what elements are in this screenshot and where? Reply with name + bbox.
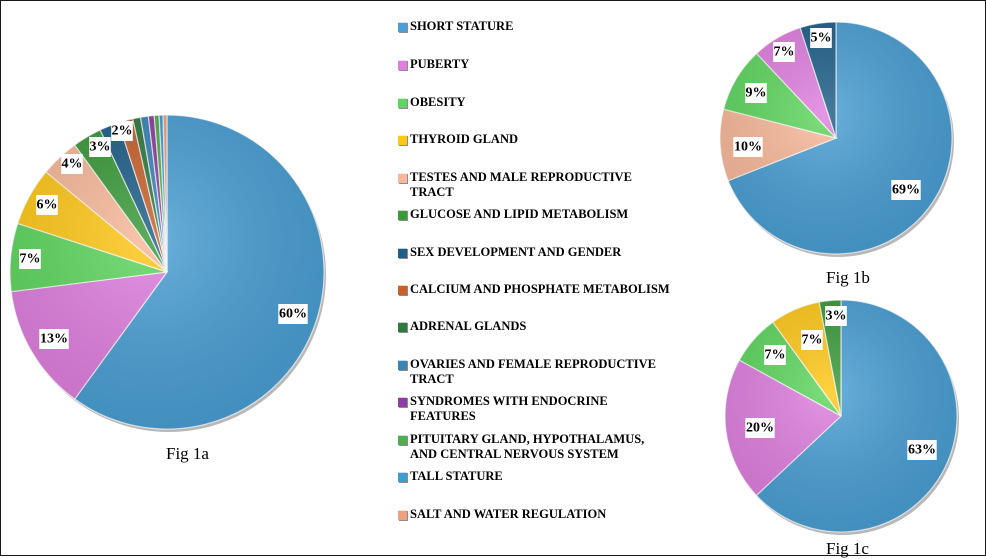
caption-fig-1b: Fig 1b — [826, 268, 870, 287]
data-label-box — [89, 137, 111, 157]
data-label-text: 7% — [20, 252, 41, 267]
data-label-text: 10% — [734, 140, 762, 155]
legend-item: THYROID GLAND — [398, 132, 518, 147]
data-label: 7% — [764, 345, 786, 365]
legend-swatch — [398, 135, 407, 145]
legend-label: OBESITY — [410, 95, 466, 109]
legend-item: GLUCOSE AND LIPID METABOLISM — [398, 207, 628, 222]
legend-swatch — [398, 397, 407, 407]
legend-label: SALT AND WATER REGULATION — [410, 507, 607, 521]
legend-label: PITUITARY GLAND, HYPOTHALAMUS, AND CENTR… — [410, 432, 645, 461]
data-label-box — [745, 418, 775, 438]
data-label-box — [733, 137, 763, 157]
legend-swatch — [398, 60, 407, 70]
data-label-text: 4% — [62, 157, 83, 172]
data-label: 6% — [36, 195, 58, 215]
data-label: 5% — [810, 28, 832, 48]
legend-swatch — [398, 435, 407, 445]
data-label-box — [764, 345, 786, 365]
data-label-text: 13% — [40, 332, 68, 347]
data-label-text: 9% — [746, 86, 767, 101]
data-label-text: 7% — [765, 348, 786, 363]
pie-chart-fig-1c: 63%20%7%7%3% — [724, 299, 959, 535]
legend-label: TESTES AND MALE REPRODUCTIVE TRACT — [410, 170, 632, 199]
data-label-text: 2% — [112, 124, 133, 139]
data-label: 20% — [745, 418, 775, 438]
legend-label: GLUCOSE AND LIPID METABOLISM — [410, 207, 629, 221]
legend-label: PUBERTY — [410, 57, 470, 71]
legend-label: THYROID GLAND — [410, 132, 518, 146]
data-label-text: 20% — [746, 421, 774, 436]
legend-swatch — [398, 210, 407, 220]
legend-swatch — [398, 472, 407, 482]
data-label: 10% — [733, 137, 763, 157]
data-label: 7% — [801, 330, 823, 350]
data-label-box — [278, 304, 308, 324]
legend-label: CALCIUM AND PHOSPHATE METABOLISM — [410, 282, 670, 296]
pie-chart-fig-1a: 60% 13% 7% 6% 4% 3%2% — [9, 114, 326, 432]
data-label: 63% — [907, 440, 937, 460]
legend-swatch — [398, 248, 407, 258]
legend-label: SYNDROMES WITH ENDOCRINE FEATURES — [410, 394, 608, 423]
legend-swatch — [398, 173, 407, 183]
legend-swatch — [398, 22, 407, 32]
data-label-text: 60% — [279, 307, 307, 322]
data-label-text: 69% — [892, 183, 920, 198]
legend-item: SYNDROMES WITH ENDOCRINE FEATURES — [398, 394, 608, 424]
data-label-box — [111, 121, 133, 141]
legend-swatch — [398, 285, 407, 295]
legend-label: SHORT STATURE — [410, 19, 514, 33]
legend-label: OVARIES AND FEMALE REPRODUCTIVE TRACT — [410, 357, 656, 386]
legend-item: TESTES AND MALE REPRODUCTIVE TRACT — [398, 170, 632, 200]
data-label-box — [801, 330, 823, 350]
data-label: 60% — [278, 304, 308, 324]
data-label-box — [773, 42, 795, 62]
legend-item: PUBERTY — [398, 57, 469, 72]
legend-swatch — [398, 98, 407, 108]
data-label: 9% — [745, 83, 767, 103]
data-label: 2% — [111, 121, 133, 141]
data-label: 4% — [61, 154, 83, 174]
legend-swatch — [398, 360, 407, 370]
legend-swatch — [398, 510, 407, 520]
data-label: 3% — [89, 137, 111, 157]
legend-item: ADRENAL GLANDS — [398, 319, 526, 334]
data-label: 7% — [19, 249, 41, 269]
data-label-text: 5% — [811, 31, 832, 46]
caption-fig-1a: Fig 1a — [166, 444, 209, 463]
data-label-box — [825, 306, 847, 326]
data-label: 69% — [891, 180, 921, 200]
data-label-text: 63% — [908, 443, 936, 458]
data-label-box — [907, 440, 937, 460]
data-label-text: 7% — [802, 333, 823, 348]
legend-label: TALL STATURE — [410, 469, 503, 483]
legend-item: CALCIUM AND PHOSPHATE METABOLISM — [398, 282, 670, 297]
legend-swatch — [398, 322, 407, 332]
data-label-box — [39, 329, 69, 349]
data-label-text: 7% — [774, 45, 795, 60]
legend-item: TALL STATURE — [398, 469, 503, 484]
data-label: 7% — [773, 42, 795, 62]
data-label-box — [36, 195, 58, 215]
data-label-text: 6% — [37, 198, 58, 213]
legend-item: SHORT STATURE — [398, 19, 513, 34]
legend-item: OVARIES AND FEMALE REPRODUCTIVE TRACT — [398, 357, 656, 387]
legend-item: PITUITARY GLAND, HYPOTHALAMUS, AND CENTR… — [398, 432, 644, 462]
legend-item: SEX DEVELOPMENT AND GENDER — [398, 245, 621, 260]
legend-item: SALT AND WATER REGULATION — [398, 507, 606, 522]
data-label-box — [810, 28, 832, 48]
data-label-box — [19, 249, 41, 269]
pie-chart-fig-1b: 69% 10% 9% 7% 5% — [719, 21, 954, 257]
data-label-text: 3% — [826, 309, 847, 324]
data-label-box — [61, 154, 83, 174]
data-label-text: 3% — [90, 140, 111, 155]
legend-item: OBESITY — [398, 95, 466, 110]
caption-fig-1c: Fig 1c — [826, 539, 869, 558]
legend-label: ADRENAL GLANDS — [410, 319, 527, 333]
data-label: 13% — [39, 329, 69, 349]
data-label-box — [891, 180, 921, 200]
data-label: 3% — [825, 306, 847, 326]
data-label-box — [745, 83, 767, 103]
legend-label: SEX DEVELOPMENT AND GENDER — [410, 245, 622, 259]
